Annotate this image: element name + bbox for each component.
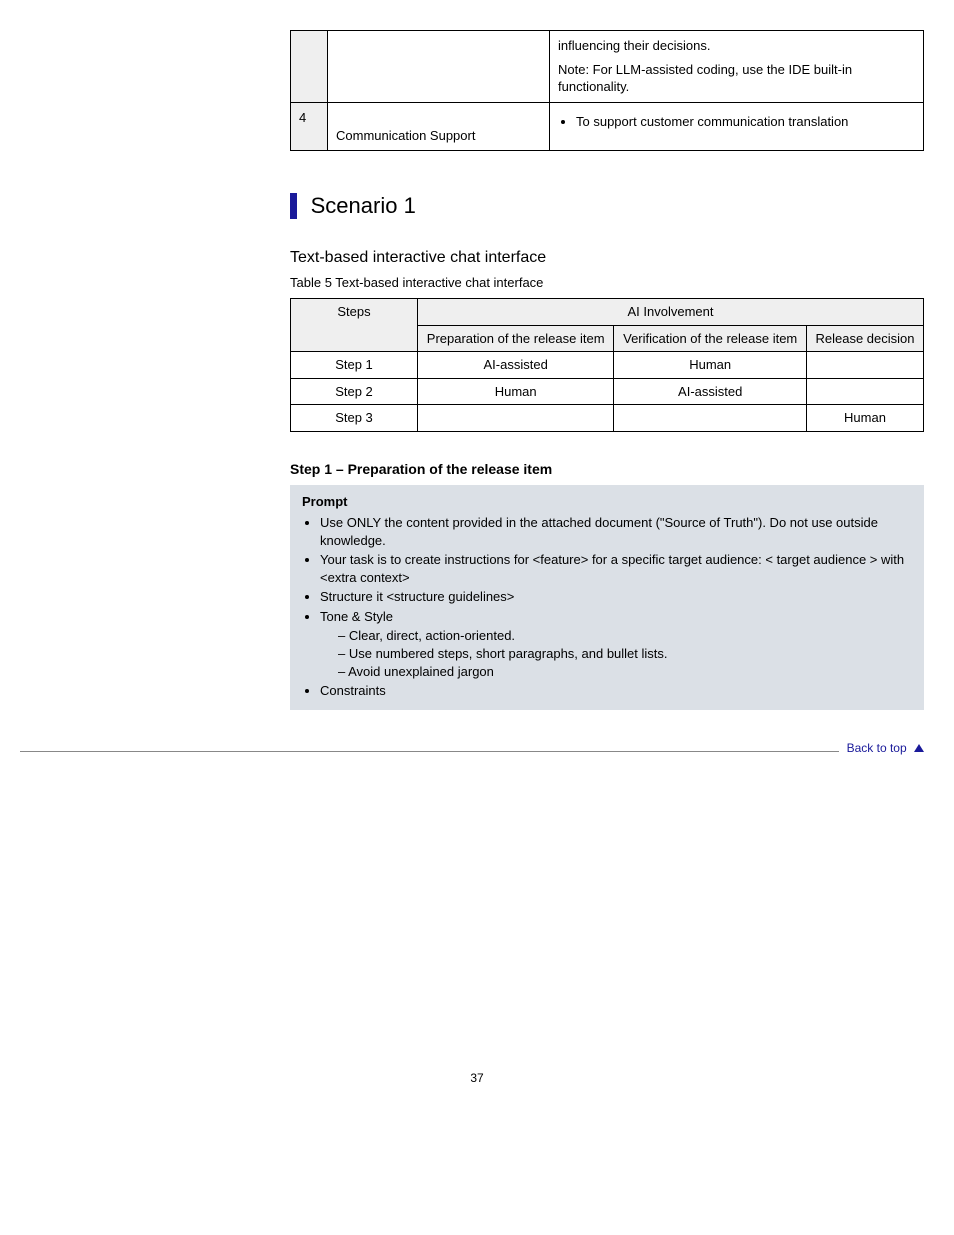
section-bar-icon <box>290 193 297 219</box>
prompt-list: Use ONLY the content provided in the att… <box>320 514 912 699</box>
col-decision-header: Release decision <box>807 325 924 352</box>
back-to-top-link[interactable]: Back to top <box>839 740 924 756</box>
infobox-title: Prompt <box>302 493 912 511</box>
table-row: Step 3 Human <box>291 405 924 432</box>
list-item: Tone & Style Clear, direct, action-orien… <box>320 608 912 680</box>
section-heading: Scenario 1 <box>290 191 924 221</box>
steps-header: Steps <box>291 299 418 352</box>
list-item: Your task is to create instructions for … <box>320 551 912 586</box>
cell <box>807 352 924 379</box>
list-item-text: Tone & Style <box>320 609 393 624</box>
row-desc-cell: influencing their decisions. Note: For L… <box>550 31 924 103</box>
row-topic-cell <box>328 31 550 103</box>
step-cell: Step 3 <box>291 405 418 432</box>
prompt-infobox: Prompt Use ONLY the content provided in … <box>290 485 924 710</box>
table-row: Step 1 AI-assisted Human <box>291 352 924 379</box>
footer-rule <box>20 751 924 752</box>
cell: AI-assisted <box>614 378 807 405</box>
desc-bullet: To support customer communication transl… <box>576 113 915 131</box>
back-to-top-label: Back to top <box>847 741 907 755</box>
row-topic-text: Communication Support <box>336 128 475 143</box>
step-heading: Step 1 – Preparation of the release item <box>290 460 924 479</box>
list-item: Constraints <box>320 682 912 700</box>
cell <box>614 405 807 432</box>
row-topic-cell: Communication Support <box>328 102 550 151</box>
desc-text: influencing their decisions. <box>558 37 915 55</box>
page-number: 37 <box>0 1070 954 1086</box>
table-row: Step 2 Human AI-assisted <box>291 378 924 405</box>
chevron-up-icon <box>914 744 924 752</box>
table-row: 4 Communication Support To support custo… <box>291 102 924 151</box>
use-case-table-continued: influencing their decisions. Note: For L… <box>290 30 924 151</box>
section-title: Scenario 1 <box>311 191 416 221</box>
list-item: Structure it <structure guidelines> <box>320 588 912 606</box>
step-cell: Step 2 <box>291 378 418 405</box>
list-item: Use ONLY the content provided in the att… <box>320 514 912 549</box>
cell: AI-assisted <box>418 352 614 379</box>
row-desc-cell: To support customer communication transl… <box>550 102 924 151</box>
step-cell: Step 1 <box>291 352 418 379</box>
cell: Human <box>418 378 614 405</box>
list-item: Clear, direct, action-oriented. <box>338 627 912 645</box>
cell <box>418 405 614 432</box>
col-preparation-header: Preparation of the release item <box>418 325 614 352</box>
table-caption: Table 5 Text-based interactive chat inte… <box>290 274 924 292</box>
desc-note: Note: For LLM-assisted coding, use the I… <box>558 61 915 96</box>
subsection-heading: Text-based interactive chat interface <box>290 247 924 269</box>
table-row: influencing their decisions. Note: For L… <box>291 31 924 103</box>
row-number-cell: 4 <box>291 102 328 151</box>
col-verification-header: Verification of the release item <box>614 325 807 352</box>
list-item: Use numbered steps, short paragraphs, an… <box>338 645 912 663</box>
prompt-sublist: Clear, direct, action-oriented. Use numb… <box>338 627 912 680</box>
list-item: Avoid unexplained jargon <box>338 663 912 681</box>
ai-involvement-header: AI Involvement <box>418 299 924 326</box>
cell: Human <box>614 352 807 379</box>
cell <box>807 378 924 405</box>
ai-involvement-table: Steps AI Involvement Preparation of the … <box>290 298 924 432</box>
cell: Human <box>807 405 924 432</box>
table-header-row: Steps AI Involvement <box>291 299 924 326</box>
row-number-cell <box>291 31 328 103</box>
